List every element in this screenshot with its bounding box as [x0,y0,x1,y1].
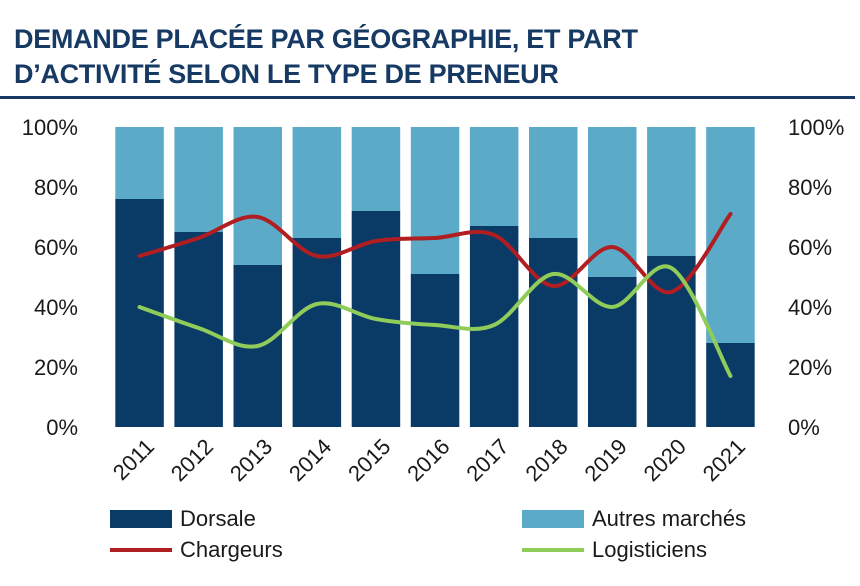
chart-title-line-1: DEMANDE PLACÉE PAR GÉOGRAPHIE, ET PART [14,24,638,54]
bar-autres-marches-2017 [469,127,519,226]
chart-title-line-2: D’ACTIVITÉ SELON LE TYPE DE PRENEUR [14,59,559,89]
bar-autres-marches-2012 [174,127,223,232]
bar-autres-marches-2020 [647,127,696,256]
legend-item-dorsale: Dorsale [110,506,256,532]
title-divider [0,96,855,99]
x-tick-2014: 2014 [284,434,336,486]
y-tick-left-0: 0% [46,415,78,440]
y-tick-right-40: 40% [788,295,832,320]
x-tick-2011: 2011 [108,434,159,485]
legend-item-logisticiens: Logisticiens [522,537,707,563]
bar-autres-marches-2013 [233,127,282,265]
y-tick-left-100: 100% [22,115,78,140]
y-tick-right-0: 0% [788,415,820,440]
legend-swatch-chargeurs [110,548,172,552]
y-tick-left-80: 80% [34,175,78,200]
legend-swatch-logisticiens [522,548,584,552]
bar-dorsale-2020 [647,256,696,427]
bar-dorsale-2014 [292,238,342,427]
line-logisticiens [137,264,733,378]
y-tick-right-80: 80% [788,175,832,200]
y-tick-left-60: 60% [34,235,78,260]
legend-item-chargeurs: Chargeurs [110,537,283,563]
legend-label-autres-marches: Autres marchés [592,506,747,531]
x-tick-2020: 2020 [639,434,691,486]
bar-dorsale-2018 [529,238,578,427]
x-tick-2016: 2016 [402,434,454,486]
legend-label-logisticiens: Logisticiens [592,537,707,562]
x-tick-2018: 2018 [520,434,572,486]
x-tick-2021: 2021 [698,434,750,486]
bar-autres-marches-2018 [529,127,578,238]
bar-dorsale-2021 [706,343,755,427]
y-tick-left-40: 40% [34,295,78,320]
legend-label-dorsale: Dorsale [180,506,256,531]
bar-dorsale-2016 [410,274,460,427]
y-tick-left-20: 20% [34,355,78,380]
x-tick-2013: 2013 [225,434,277,486]
bar-autres-marches-2014 [292,127,342,238]
x-tick-2012: 2012 [166,434,218,486]
x-tick-2019: 2019 [580,434,632,486]
line-chargeurs [137,212,733,295]
x-tick-2015: 2015 [343,434,395,486]
legend-swatch-dorsale [110,510,172,528]
bar-autres-marches-2011 [115,127,164,199]
bar-autres-marches-2016 [410,127,460,274]
x-tick-2017: 2017 [461,434,513,486]
y-tick-right-60: 60% [788,235,832,260]
legend-label-chargeurs: Chargeurs [180,537,283,562]
bar-autres-marches-2021 [706,127,755,343]
y-tick-right-20: 20% [788,355,832,380]
legend-swatch-autres-marches [522,510,584,528]
y-tick-right-100: 100% [788,115,844,140]
legend-item-autres-marches: Autres marchés [522,506,746,532]
bar-autres-marches-2015 [351,127,401,211]
